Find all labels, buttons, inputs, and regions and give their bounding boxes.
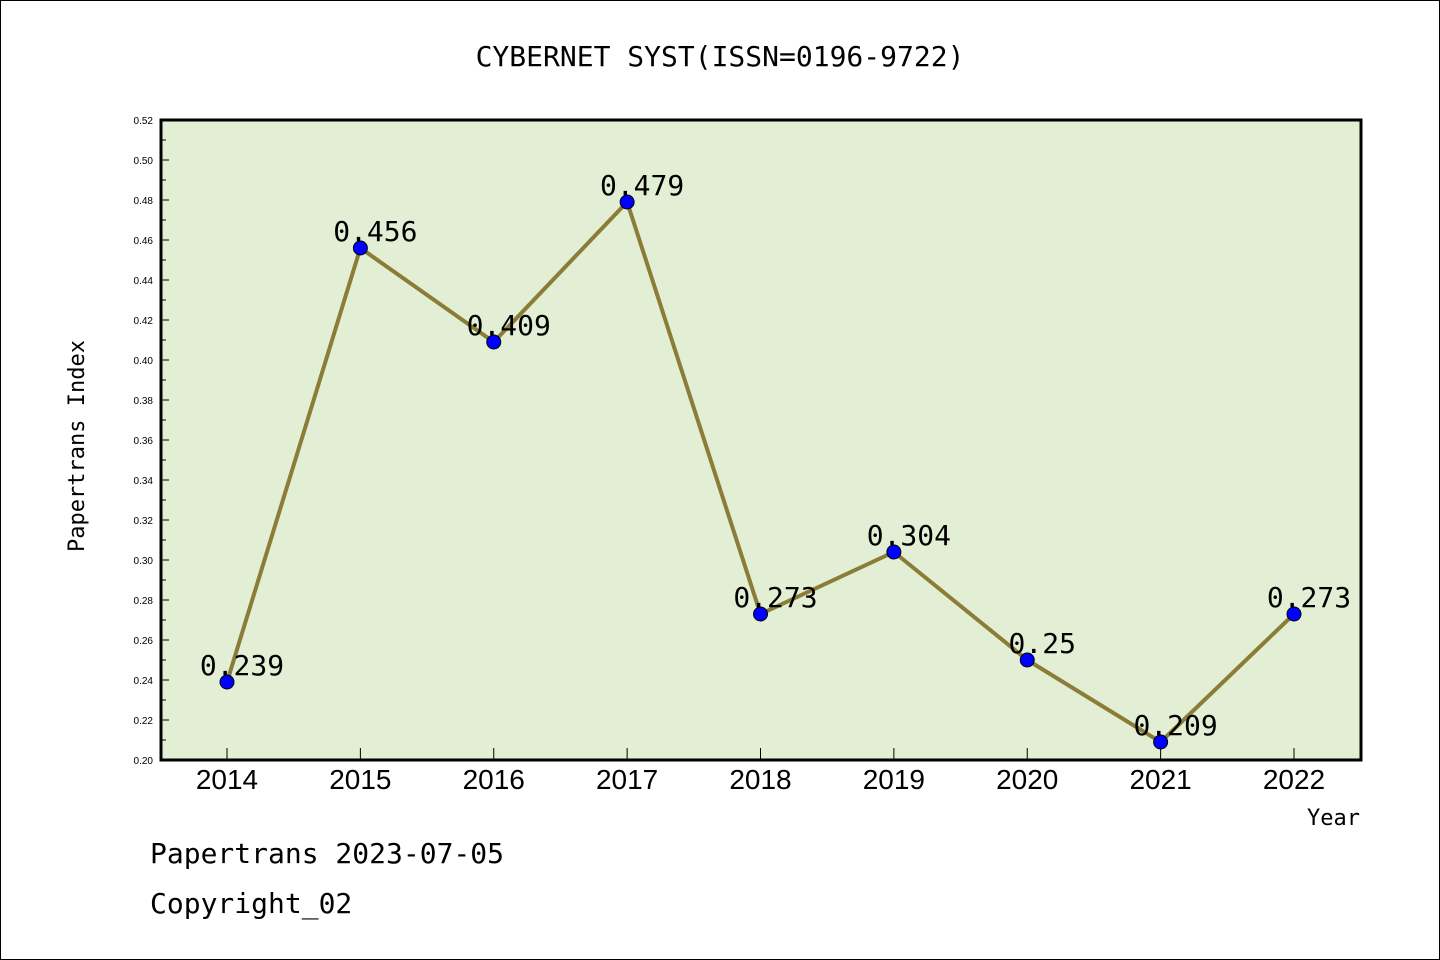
footer-date: Papertrans 2023-07-05 — [150, 837, 504, 870]
x-tick-label: 2020 — [996, 764, 1058, 795]
y-tick-label: 0.22 — [134, 716, 154, 727]
data-label: 0.273 — [733, 581, 817, 614]
x-tick-label: 2021 — [1129, 764, 1191, 795]
y-tick-label: 0.36 — [134, 436, 154, 447]
plot-area — [159, 118, 1363, 762]
data-label: 0.304 — [867, 519, 951, 552]
y-tick-label: 0.38 — [134, 396, 154, 407]
data-point-marker — [1019, 652, 1035, 668]
y-tick-label: 0.26 — [134, 636, 154, 647]
x-tick-label: 2014 — [196, 764, 258, 795]
data-point-marker — [1286, 606, 1302, 622]
y-axis: 0.20 0.22 0.24 0.26 0.28 0.30 0.32 0.34 0.36 0.38… — [134, 116, 169, 767]
x-tick-label: 2019 — [863, 764, 925, 795]
data-point-marker — [1153, 734, 1169, 750]
y-tick-label: 0.52 — [134, 116, 154, 127]
data-point-marker — [753, 606, 768, 622]
chart-title: CYBERNET SYST(ISSN=0196-9722) — [476, 40, 965, 73]
data-label: 0.239 — [200, 649, 284, 682]
y-tick-label: 0.46 — [134, 236, 154, 247]
series-markers — [219, 194, 1302, 750]
data-label: 0.479 — [600, 169, 684, 202]
y-tick-label: 0.28 — [134, 596, 154, 607]
data-point-marker — [219, 674, 235, 690]
x-tick-label: 2017 — [596, 764, 658, 795]
y-tick-label: 0.32 — [134, 516, 154, 527]
data-point-marker — [486, 334, 502, 350]
x-axis: 2014 2015 2016 2017 2018 2019 2020 2021 2022 — [196, 748, 1325, 795]
y-tick-label: 0.24 — [134, 676, 154, 687]
y-tick-label: 0.20 — [134, 756, 154, 767]
data-point-marker — [886, 544, 902, 560]
y-tick-label: 0.40 — [134, 356, 154, 367]
data-label: 0.25 — [1009, 627, 1076, 660]
data-labels: 0.239 0.456 0.409 0.479 0.273 0.304 0.25 0.209 0… — [200, 169, 1351, 742]
x-axis-label: Year — [1307, 806, 1360, 831]
y-tick-label: 0.34 — [134, 476, 154, 487]
x-tick-label: 2016 — [463, 764, 525, 795]
y-tick-label: 0.44 — [134, 276, 154, 287]
footer-copyright: Copyright_02 — [150, 887, 352, 921]
y-axis-label: Papertrans Index — [65, 340, 90, 552]
data-label: 0.209 — [1133, 709, 1217, 742]
y-tick-label: 0.30 — [134, 556, 154, 567]
data-point-marker — [352, 240, 368, 256]
y-tick-label: 0.48 — [134, 196, 154, 207]
y-tick-label: 0.42 — [134, 316, 154, 327]
data-label: 0.456 — [333, 215, 417, 248]
data-label: 0.409 — [467, 309, 551, 342]
y-tick-label: 0.50 — [134, 156, 154, 167]
x-tick-label: 2018 — [729, 764, 791, 795]
data-point-marker — [619, 194, 635, 210]
x-tick-label: 2015 — [329, 764, 391, 795]
x-tick-label: 2022 — [1263, 764, 1325, 795]
data-label: 0.273 — [1267, 581, 1351, 614]
